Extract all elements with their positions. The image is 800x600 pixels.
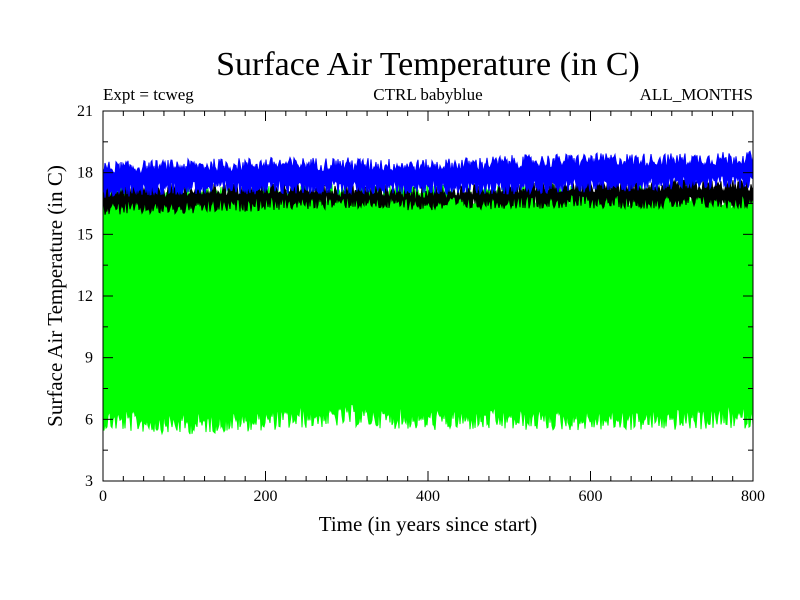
- y-axis-label: Surface Air Temperature (in C): [43, 165, 67, 427]
- subtitle-right: ALL_MONTHS: [640, 85, 753, 104]
- chart-title: Surface Air Temperature (in C): [216, 46, 640, 83]
- subtitle-center: CTRL babyblue: [373, 85, 482, 104]
- series-layer: [102, 150, 754, 436]
- x-tick-label: 0: [99, 488, 107, 505]
- x-axis-label: Time (in years since start): [319, 512, 538, 536]
- series-monthly-series-seasonal-cycle: [102, 182, 754, 436]
- x-tick-label: 600: [579, 488, 603, 505]
- y-tick-label: 18: [77, 165, 93, 182]
- subtitle-left: Expt = tcweg: [103, 85, 194, 104]
- y-tick-label: 12: [77, 288, 93, 305]
- tick-layer: 0 200 400 600 800 3 6 9 12 15 18 21: [77, 103, 765, 505]
- x-tick-label: 800: [741, 488, 765, 505]
- y-tick-label: 3: [85, 473, 93, 490]
- y-tick-label: 21: [77, 103, 93, 120]
- x-tick-label: 200: [254, 488, 278, 505]
- y-tick-label: 6: [85, 411, 93, 428]
- y-tick-label: 15: [77, 226, 93, 243]
- y-tick-label: 9: [85, 350, 93, 367]
- x-tick-label: 400: [416, 488, 440, 505]
